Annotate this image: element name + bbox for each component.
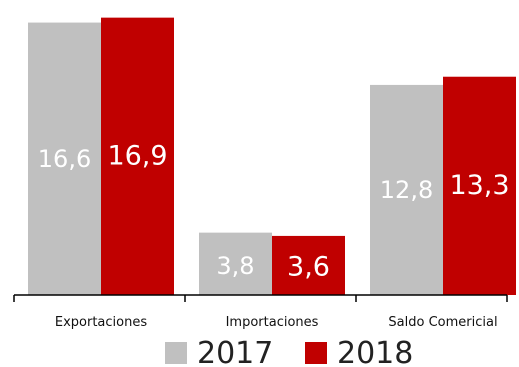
data-label-2017-0: 16,6	[38, 145, 91, 173]
bar-2017-0	[28, 22, 101, 296]
data-label-2017-1: 3,8	[216, 252, 254, 280]
bar-2018-1	[272, 235, 345, 295]
value-labels-group: 16,6 16,9 3,8 3,6 12,8 13,3	[38, 140, 510, 282]
category-label-0: Exportaciones	[55, 315, 147, 330]
bars-group	[28, 17, 516, 296]
category-label-2: Saldo Comericial	[388, 315, 497, 330]
data-label-2018-2: 13,3	[449, 170, 509, 201]
bar-2018-2	[443, 76, 516, 295]
data-label-2018-1: 3,6	[287, 251, 330, 282]
bar-2017-2	[370, 84, 443, 295]
legend-label-2018: 2018	[337, 336, 413, 367]
legend: 2017 2018	[165, 336, 413, 367]
category-labels: Exportaciones Importaciones Saldo Comerici…	[55, 315, 498, 330]
data-label-2018-0: 16,9	[107, 140, 167, 171]
legend-swatch-2018	[305, 342, 327, 364]
bar-2018-0	[101, 17, 174, 296]
category-label-1: Importaciones	[226, 315, 319, 330]
legend-label-2017: 2017	[197, 336, 273, 367]
legend-swatch-2017	[165, 342, 187, 364]
x-axis-ticks	[13, 295, 508, 302]
bar-2017-1	[199, 232, 272, 295]
data-label-2017-2: 12,8	[380, 176, 433, 204]
